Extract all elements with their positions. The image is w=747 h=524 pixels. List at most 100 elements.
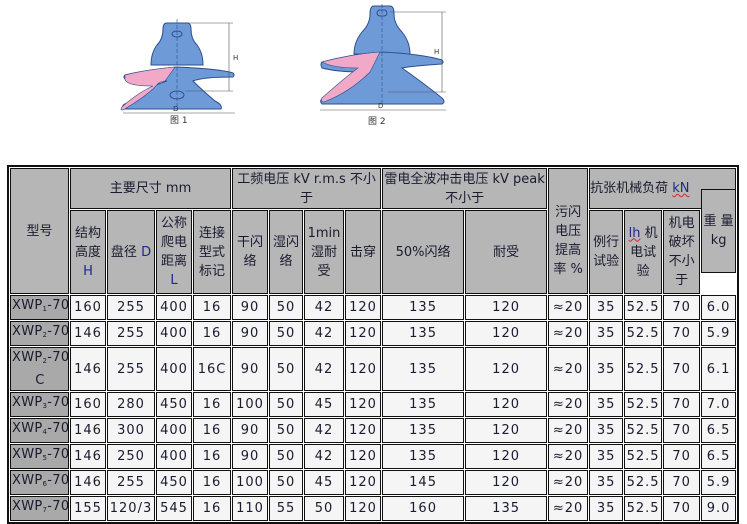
value-cell: 120 <box>465 470 548 495</box>
value-cell: 70 <box>663 444 701 469</box>
header-diameter: 盘径 D <box>107 210 155 294</box>
h-label: H <box>233 54 238 62</box>
value-cell: 146 <box>70 321 106 346</box>
value-cell: 280 <box>107 392 155 417</box>
insulator-spec-table: 型号 主要尺寸 mm 工频电压 kV r.m.s 不小于 雷电全波冲击电压 kV… <box>7 165 740 524</box>
value-cell: 400 <box>156 418 192 443</box>
value-cell: 35 <box>589 321 624 346</box>
insulator-section <box>120 66 176 111</box>
table-row: XWP3-70 160 280 450 16 100 50 45 120 135 120 ≈20 35 5… <box>10 392 737 417</box>
value-cell: 50 <box>269 295 304 320</box>
header-weight: 重 量 kg <box>701 189 737 273</box>
insulator-figure-1: H D <box>120 19 238 114</box>
insulator-figure-2: H D <box>320 4 446 111</box>
h-label: H <box>434 48 439 56</box>
value-cell: 400 <box>156 444 192 469</box>
value-cell: 35 <box>589 470 624 495</box>
value-cell: 450 <box>156 392 192 417</box>
value-cell: 255 <box>107 470 155 495</box>
model-cell: XWP5-70 <box>10 444 69 469</box>
header-puncture: 击穿 <box>345 210 382 294</box>
value-cell: 135 <box>382 321 465 346</box>
header-1min-wet: 1min 湿耐受 <box>304 210 345 294</box>
value-cell: 6.1 <box>701 347 737 391</box>
value-cell: 6.5 <box>701 444 737 469</box>
table-row: XWP2-70 146 255 400 16 90 50 42 120 135 120 ≈20 35 52… <box>10 321 737 346</box>
value-cell: 35 <box>589 418 624 443</box>
value-cell: 42 <box>304 347 345 391</box>
value-cell: ≈20 <box>548 418 589 443</box>
value-cell: 16 <box>193 295 232 320</box>
value-cell: 16 <box>193 444 232 469</box>
value-cell: 90 <box>232 295 269 320</box>
value-cell: 120 <box>465 418 548 443</box>
value-cell: 110 <box>232 496 269 521</box>
value-cell: 5.9 <box>701 321 737 346</box>
model-cell: XWP2-70 C <box>10 347 69 391</box>
value-cell: 42 <box>304 418 345 443</box>
value-cell: 6.0 <box>701 295 737 320</box>
value-cell: 135 <box>465 496 548 521</box>
header-lightning-impulse: 雷电全波冲击电压 kV peak 不小于 <box>382 168 548 209</box>
d-label: D <box>173 105 178 113</box>
value-cell: 120 <box>465 295 548 320</box>
value-cell: 100 <box>232 470 269 495</box>
value-cell: 5.9 <box>701 470 737 495</box>
value-cell: 100 <box>232 392 269 417</box>
value-cell: 120 <box>465 392 548 417</box>
value-cell: 146 <box>70 418 106 443</box>
value-cell: 50 <box>269 470 304 495</box>
d-label: D <box>378 102 383 110</box>
value-cell: 16 <box>193 418 232 443</box>
value-cell: 50 <box>304 496 345 521</box>
value-cell: 50 <box>269 321 304 346</box>
value-cell: 16C <box>193 347 232 391</box>
table-row: XWP6-70 146 255 450 16 100 50 45 120 145 120 ≈20 35 5… <box>10 470 737 495</box>
value-cell: 70 <box>663 347 701 391</box>
value-cell: 300 <box>107 418 155 443</box>
value-cell: 250 <box>107 444 155 469</box>
model-cell: XWP3-70 <box>10 392 69 417</box>
value-cell: 90 <box>232 418 269 443</box>
value-cell: 160 <box>70 392 106 417</box>
value-cell: ≈20 <box>548 321 589 346</box>
value-cell: ≈20 <box>548 444 589 469</box>
value-cell: 135 <box>382 295 465 320</box>
value-cell: 120 <box>345 444 382 469</box>
table-row: XWP7-70 155 120/3 545 16 110 55 50 120 160 135 ≈20 3… <box>10 496 737 521</box>
value-cell: 120 <box>465 321 548 346</box>
value-cell: 70 <box>663 295 701 320</box>
table-row: XWP1-70 160 255 400 16 90 50 42 120 135 120 ≈20 35 52… <box>10 295 737 320</box>
value-cell: 120/3 <box>107 496 155 521</box>
mech-load-unit: kN <box>672 181 690 196</box>
table-row: XWP4-70 146 300 400 16 90 50 42 120 135 120 ≈20 35 52… <box>10 418 737 443</box>
header-dry-flashover: 干闪络 <box>232 210 269 294</box>
value-cell: 135 <box>382 347 465 391</box>
value-cell: 52.5 <box>624 347 663 391</box>
value-cell: 120 <box>345 347 382 391</box>
value-cell: 50 <box>269 347 304 391</box>
header-wet-flashover: 湿闪络 <box>269 210 304 294</box>
value-cell: 120 <box>345 295 382 320</box>
figure-caption: 图 1 <box>170 116 188 126</box>
header-pollution-flashover: 污闪电压提高率 % <box>548 168 589 294</box>
value-cell: 90 <box>232 444 269 469</box>
value-cell: ≈20 <box>548 496 589 521</box>
value-cell: 120 <box>345 470 382 495</box>
model-cell: XWP6-70 <box>10 470 69 495</box>
model-cell: XWP7-70 <box>10 496 69 521</box>
value-cell: 255 <box>107 295 155 320</box>
header-withstand: 耐受 <box>465 210 548 294</box>
value-cell: ≈20 <box>548 470 589 495</box>
model-cell: XWP4-70 <box>10 418 69 443</box>
value-cell: 16 <box>193 321 232 346</box>
value-cell: 52.5 <box>624 392 663 417</box>
value-cell: 16 <box>193 470 232 495</box>
value-cell: 120 <box>345 496 382 521</box>
value-cell: 35 <box>589 347 624 391</box>
value-cell: 16 <box>193 392 232 417</box>
value-cell: 135 <box>382 418 465 443</box>
value-cell: ≈20 <box>548 392 589 417</box>
value-cell: 6.5 <box>701 418 737 443</box>
value-cell: 7.0 <box>701 392 737 417</box>
